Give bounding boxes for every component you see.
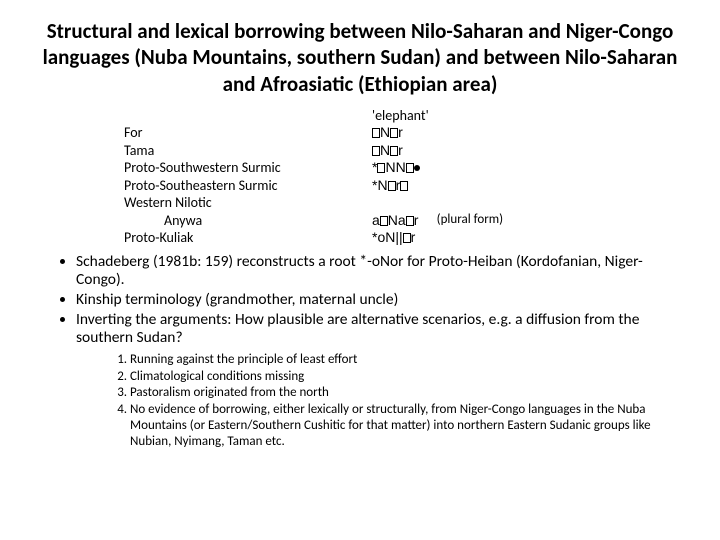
word-form [372, 194, 437, 212]
word-form: aNar [372, 212, 437, 230]
slide: Structural and lexical borrowing between… [0, 0, 720, 540]
numbered-item: No evidence of borrowing, either lexical… [130, 402, 686, 450]
numbered-item: Pastoralism originated from the north [130, 385, 686, 401]
form-note [437, 177, 511, 195]
table-row: AnywaaNar(plural form) [124, 212, 511, 230]
numbered-item: Climatological conditions missing [130, 369, 686, 385]
table-row: Proto-Southeastern Surmic*Nr [124, 177, 511, 195]
bullet-item: Schadeberg (1981b: 159) reconstructs a r… [76, 253, 686, 290]
word-form: *NN [372, 159, 437, 177]
slide-title: Structural and lexical borrowing between… [34, 18, 686, 97]
form-note [437, 142, 511, 160]
table-row: Western Nilotic [124, 194, 511, 212]
numbered-item: Running against the principle of least e… [130, 352, 686, 368]
word-form: *Nr [372, 177, 437, 195]
table-row: TamaNr [124, 142, 511, 160]
language-name: Proto-Kuliak [124, 229, 372, 247]
word-form: *oN||r [372, 229, 437, 247]
form-note [437, 229, 511, 247]
bullet-list: Schadeberg (1981b: 159) reconstructs a r… [34, 253, 686, 348]
form-note [437, 124, 511, 142]
language-name: Tama [124, 142, 372, 160]
language-name: Western Nilotic [124, 194, 372, 212]
form-note [437, 159, 511, 177]
word-form: Nr [372, 142, 437, 160]
language-name: For [124, 124, 372, 142]
gloss-header: 'elephant' [372, 107, 437, 125]
form-note: (plural form) [437, 212, 511, 230]
language-name: Proto-Southwestern Surmic [124, 159, 372, 177]
numbered-list: Running against the principle of least e… [34, 352, 686, 450]
bullet-item: Inverting the arguments: How plausible a… [76, 311, 686, 348]
form-note [437, 194, 511, 212]
bullet-item: Kinship terminology (grandmother, matern… [76, 291, 686, 310]
table-row: Proto-Kuliak*oN||r [124, 229, 511, 247]
word-form: Nr [372, 124, 437, 142]
table-header-row: 'elephant' [124, 107, 511, 125]
language-name: Anywa [124, 212, 372, 230]
language-name: Proto-Southeastern Surmic [124, 177, 372, 195]
table-row: ForNr [124, 124, 511, 142]
etymology-table: 'elephant' ForNrTamaNrProto-Southwestern… [124, 107, 686, 247]
table-row: Proto-Southwestern Surmic*NN [124, 159, 511, 177]
